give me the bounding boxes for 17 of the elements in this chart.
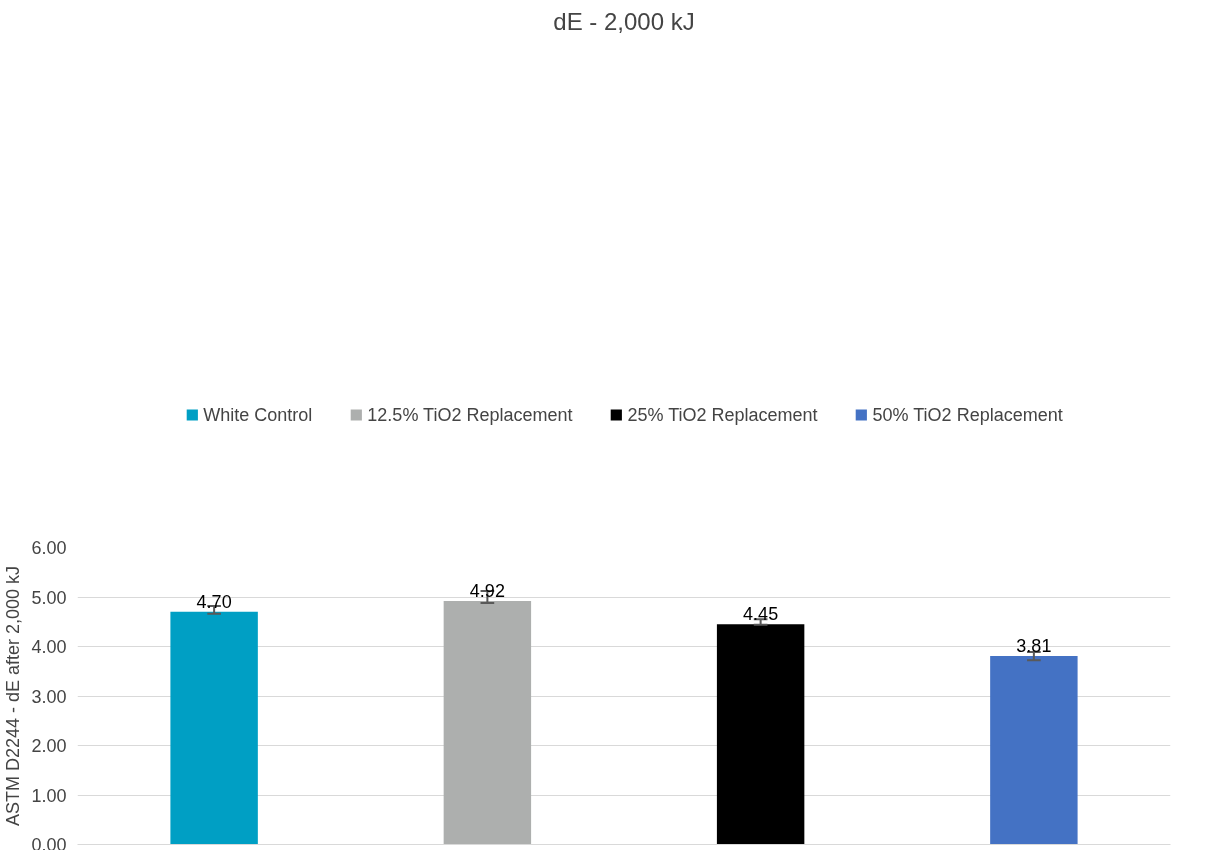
y-tick-label: 3.00 — [31, 686, 67, 707]
y-tick-label: 6.00 — [31, 538, 67, 558]
data-label: 4.70 — [196, 591, 232, 612]
y-axis-title: ASTM D2244 - dE after 2,000 kJ — [3, 565, 24, 827]
y-tick-label: 4.00 — [31, 637, 67, 657]
data-label: 4.45 — [743, 604, 779, 625]
legend-label: 50% TiO2 Replacement — [872, 404, 1063, 426]
data-label: 3.81 — [1016, 635, 1052, 656]
legend-label: 12.5% TiO2 Replacement — [367, 404, 573, 426]
y-tick-label: 2.00 — [31, 736, 67, 756]
y-tick-label: 0.00 — [31, 834, 67, 855]
legend-label: White Control — [203, 404, 313, 426]
legend-label: 25% TiO2 Replacement — [627, 404, 818, 426]
y-tick-label: 1.00 — [31, 785, 67, 806]
y-tick-label: 5.00 — [31, 587, 67, 608]
chart-title: dE - 2,000 kJ — [553, 7, 695, 35]
data-label: 4.92 — [469, 580, 505, 601]
